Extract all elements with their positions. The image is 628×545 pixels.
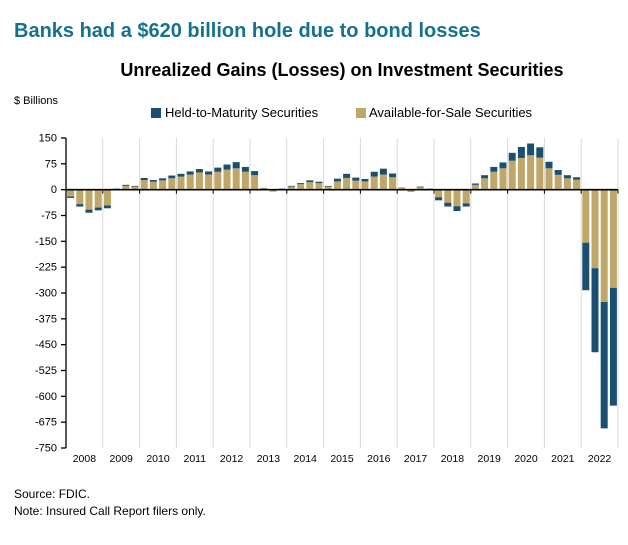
svg-text:2011: 2011: [184, 453, 207, 465]
svg-text:2019: 2019: [478, 453, 502, 465]
svg-text:-375: -375: [35, 313, 57, 325]
svg-text:0: 0: [51, 184, 57, 196]
svg-text:2008: 2008: [73, 453, 97, 465]
svg-text:-450: -450: [35, 339, 57, 351]
svg-text:2014: 2014: [294, 453, 318, 465]
svg-text:-600: -600: [35, 391, 57, 403]
svg-text:2013: 2013: [257, 453, 281, 465]
svg-text:2021: 2021: [551, 453, 575, 465]
svg-text:2018: 2018: [441, 453, 465, 465]
svg-text:2015: 2015: [330, 453, 354, 465]
svg-text:2017: 2017: [404, 453, 428, 465]
svg-text:2022: 2022: [588, 453, 612, 465]
svg-text:-675: -675: [35, 417, 57, 429]
svg-text:-750: -750: [35, 443, 57, 455]
svg-text:75: 75: [45, 158, 57, 170]
svg-text:-75: -75: [41, 210, 57, 222]
svg-text:-525: -525: [35, 365, 57, 377]
svg-text:2009: 2009: [110, 453, 134, 465]
svg-text:-150: -150: [35, 236, 57, 248]
svg-text:2020: 2020: [514, 453, 538, 465]
svg-text:-225: -225: [35, 262, 57, 274]
svg-text:150: 150: [39, 133, 57, 145]
svg-text:2016: 2016: [367, 453, 391, 465]
svg-text:2012: 2012: [220, 453, 244, 465]
svg-text:2010: 2010: [146, 453, 170, 465]
svg-text:-300: -300: [35, 288, 57, 300]
